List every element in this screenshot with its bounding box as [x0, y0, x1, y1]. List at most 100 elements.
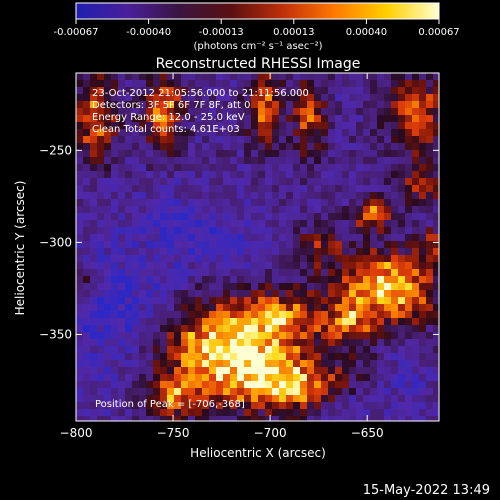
heatmap-cell [139, 409, 146, 416]
heatmap-cell [90, 269, 97, 276]
heatmap-cell [139, 367, 146, 374]
heatmap-cell [391, 241, 398, 248]
heatmap-cell [391, 94, 398, 101]
heatmap-cell [300, 143, 307, 150]
heatmap-cell [398, 290, 405, 297]
heatmap-cell [300, 388, 307, 395]
heatmap-cell [160, 353, 167, 360]
heatmap-cell [293, 416, 300, 421]
heatmap-cell [244, 157, 251, 164]
heatmap-cell [97, 164, 104, 171]
heatmap-cell [83, 339, 90, 346]
heatmap-cell [188, 276, 195, 283]
heatmap-cell [251, 332, 258, 339]
heatmap-cell [202, 402, 209, 409]
heatmap-cell [223, 136, 230, 143]
heatmap-cell [244, 94, 251, 101]
heatmap-cell [377, 395, 384, 402]
heatmap-cell [370, 129, 377, 136]
heatmap-cell [202, 353, 209, 360]
heatmap-cell [153, 171, 160, 178]
heatmap-cell [230, 262, 237, 269]
heatmap-cell [335, 234, 342, 241]
heatmap-cell [391, 185, 398, 192]
heatmap-cell [405, 241, 412, 248]
heatmap-cell [272, 241, 279, 248]
heatmap-cell [209, 346, 216, 353]
heatmap-cell [321, 353, 328, 360]
heatmap-cell [132, 395, 139, 402]
heatmap-cell [174, 339, 181, 346]
heatmap-cell [328, 360, 335, 367]
heatmap-cell [195, 150, 202, 157]
heatmap-cell [363, 318, 370, 325]
heatmap-cell [174, 115, 181, 122]
heatmap-cell [328, 297, 335, 304]
heatmap-cell [314, 80, 321, 87]
heatmap-cell [167, 283, 174, 290]
heatmap-cell [146, 283, 153, 290]
heatmap-cell [216, 255, 223, 262]
heatmap-cell [237, 395, 244, 402]
heatmap-cell [279, 199, 286, 206]
heatmap-cell [405, 290, 412, 297]
heatmap-cell [209, 311, 216, 318]
heatmap-cell [349, 206, 356, 213]
heatmap-cell [328, 213, 335, 220]
heatmap-cell [97, 374, 104, 381]
heatmap-cell [363, 283, 370, 290]
heatmap-cell [307, 346, 314, 353]
heatmap-cell [132, 388, 139, 395]
heatmap-cell [146, 269, 153, 276]
heatmap-cell [426, 360, 433, 367]
heatmap-cell [132, 206, 139, 213]
heatmap-cell [412, 248, 419, 255]
heatmap-cell [209, 199, 216, 206]
heatmap-cell [90, 381, 97, 388]
heatmap-cell [174, 311, 181, 318]
heatmap-cell [419, 416, 426, 421]
heatmap-cell [90, 304, 97, 311]
heatmap-cell [76, 80, 83, 87]
heatmap-cell [321, 339, 328, 346]
heatmap-cell [167, 332, 174, 339]
heatmap-cell [314, 122, 321, 129]
heatmap-cell [412, 332, 419, 339]
heatmap-cell [258, 262, 265, 269]
heatmap-cell [244, 80, 251, 87]
heatmap-cell [237, 276, 244, 283]
heatmap-cell [160, 185, 167, 192]
heatmap-cell [230, 269, 237, 276]
heatmap-cell [314, 206, 321, 213]
heatmap-cell [251, 346, 258, 353]
heatmap-cell [342, 388, 349, 395]
heatmap-cell [314, 276, 321, 283]
heatmap-cell [433, 325, 439, 332]
heatmap-cell [335, 80, 342, 87]
heatmap-cell [76, 283, 83, 290]
heatmap-cell [419, 115, 426, 122]
heatmap-cell [209, 101, 216, 108]
heatmap-cell [398, 164, 405, 171]
heatmap-cell [356, 171, 363, 178]
heatmap-cell [412, 73, 419, 80]
heatmap-cell [104, 87, 111, 94]
heatmap-cell [307, 269, 314, 276]
heatmap-cell [405, 199, 412, 206]
heatmap-cell [272, 87, 279, 94]
heatmap-cell [167, 367, 174, 374]
heatmap-cell [237, 339, 244, 346]
heatmap-cell [209, 339, 216, 346]
heatmap-cell [216, 339, 223, 346]
heatmap-cell [433, 402, 439, 409]
heatmap-cell [342, 416, 349, 421]
heatmap-cell [251, 409, 258, 416]
heatmap-cell [363, 290, 370, 297]
heatmap-cell [286, 339, 293, 346]
heatmap-cell [104, 297, 111, 304]
heatmap-cell [83, 395, 90, 402]
heatmap-cell [251, 283, 258, 290]
heatmap-cell [104, 346, 111, 353]
heatmap-cell [209, 395, 216, 402]
heatmap-cell [426, 87, 433, 94]
